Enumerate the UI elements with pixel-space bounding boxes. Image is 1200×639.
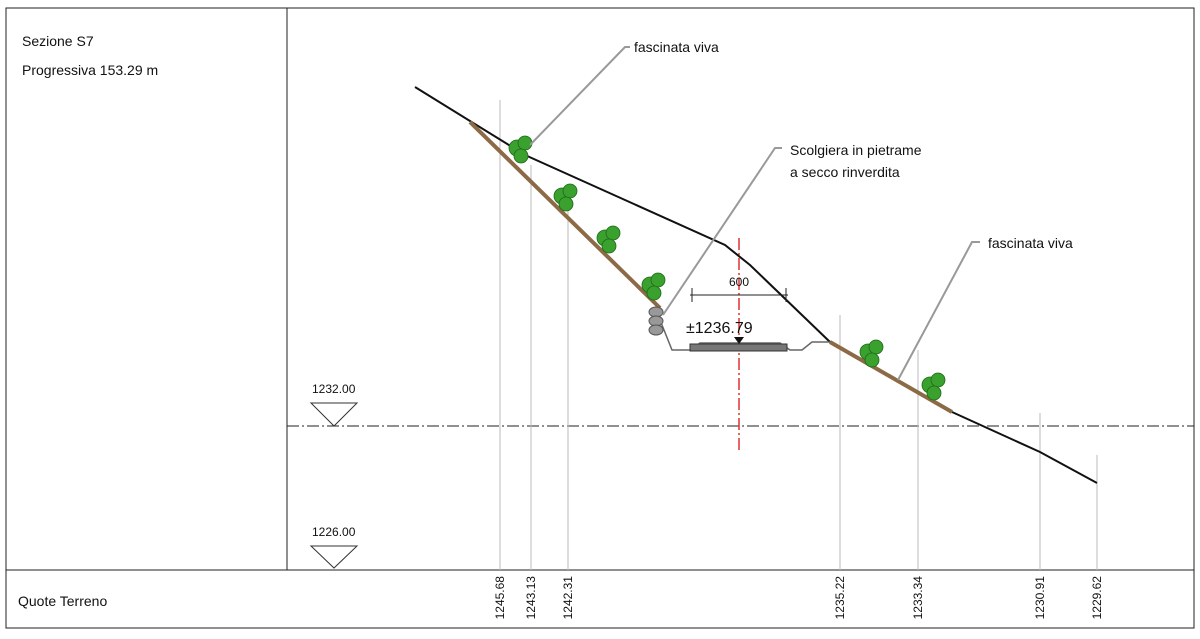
annotation: fascinata viva — [988, 235, 1073, 251]
elevation-labels: 1245.68 1243.13 1242.31 1235.22 1233.34 1230.… — [493, 576, 1104, 620]
vegetation — [508, 135, 946, 401]
terrain — [414, 86, 831, 343]
stone-wall — [648, 306, 664, 336]
annotation: a secco rinverdita — [790, 164, 900, 180]
slope — [468, 120, 662, 310]
channel — [659, 319, 830, 351]
elevation-lines — [499, 100, 1098, 570]
elevation-value: 1229.62 — [1090, 576, 1104, 620]
leader — [662, 147, 782, 316]
level-label: 1232.00 — [312, 382, 356, 396]
elevation-value: 1245.68 — [493, 576, 507, 620]
level-marker — [309, 545, 359, 569]
slab — [689, 343, 788, 352]
elevation-value: 1243.13 — [524, 576, 538, 620]
leader — [897, 241, 980, 381]
level-marker — [309, 402, 359, 427]
dimension-label: 600 — [729, 275, 749, 289]
frame — [5, 7, 1195, 629]
elevation-value: 1235.22 — [833, 576, 847, 620]
elevation-label: ±1236.79 — [686, 320, 753, 337]
footer-label: Quote Terreno — [18, 593, 107, 609]
slope — [829, 340, 953, 414]
terrain — [951, 411, 1098, 484]
annotation: fascinata viva — [634, 39, 719, 55]
elevation-value: 1242.31 — [561, 576, 575, 620]
elevation-value: 1230.91 — [1033, 576, 1047, 620]
progressive: Progressiva 153.29 m — [22, 62, 158, 78]
leader — [529, 46, 630, 146]
annotation: Scolgiera in pietrame — [790, 142, 922, 158]
level-label: 1226.00 — [312, 525, 356, 539]
elevation-marker — [734, 337, 744, 344]
elevation-value: 1233.34 — [911, 576, 925, 620]
section-title: Sezione S7 — [22, 33, 94, 49]
